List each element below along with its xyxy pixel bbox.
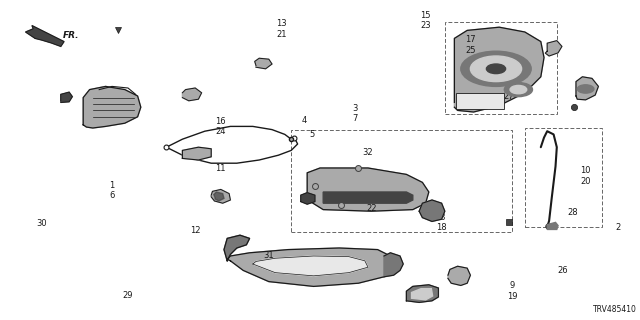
Text: 26: 26 [558, 266, 568, 275]
Text: 3
7: 3 7 [353, 104, 358, 123]
Text: TRV485410: TRV485410 [593, 305, 637, 314]
Polygon shape [454, 27, 544, 112]
Text: 32: 32 [363, 148, 373, 156]
Polygon shape [61, 92, 72, 102]
Text: 2: 2 [615, 223, 620, 232]
Polygon shape [406, 285, 438, 302]
Polygon shape [182, 147, 211, 160]
Polygon shape [227, 248, 394, 286]
Text: FR.: FR. [63, 31, 79, 40]
Polygon shape [83, 86, 141, 128]
Polygon shape [576, 77, 598, 100]
Bar [456, 93, 504, 109]
Polygon shape [547, 222, 558, 229]
Circle shape [510, 85, 527, 94]
Polygon shape [301, 193, 315, 204]
Text: 15
23: 15 23 [420, 11, 431, 30]
Text: 14
22: 14 22 [366, 194, 376, 213]
Circle shape [504, 83, 532, 97]
Circle shape [470, 56, 522, 82]
Text: 5: 5 [310, 130, 315, 139]
Polygon shape [412, 289, 433, 300]
Text: 17
25: 17 25 [465, 35, 476, 54]
Text: 4: 4 [301, 116, 307, 124]
Polygon shape [419, 200, 445, 221]
Text: 16
24: 16 24 [216, 117, 226, 136]
Polygon shape [182, 88, 202, 101]
Circle shape [461, 51, 531, 86]
Text: 9
19: 9 19 [507, 282, 517, 301]
Polygon shape [384, 253, 403, 277]
Polygon shape [545, 41, 562, 56]
Text: 11: 11 [216, 164, 226, 172]
Polygon shape [307, 168, 429, 211]
Polygon shape [224, 235, 250, 261]
Text: 10
20: 10 20 [580, 166, 591, 186]
Polygon shape [214, 192, 224, 201]
Polygon shape [26, 26, 64, 46]
Text: 30: 30 [36, 220, 47, 228]
Polygon shape [323, 192, 413, 203]
Circle shape [577, 85, 594, 93]
Text: 27: 27 [504, 92, 514, 100]
Polygon shape [255, 58, 272, 69]
Text: 12: 12 [190, 226, 200, 235]
Text: 8
18: 8 18 [436, 213, 447, 232]
Polygon shape [253, 256, 368, 276]
Polygon shape [448, 266, 470, 285]
Text: 1
6: 1 6 [109, 181, 115, 200]
Text: 29: 29 [123, 292, 133, 300]
Text: 13
21: 13 21 [276, 19, 287, 38]
Polygon shape [211, 189, 230, 203]
Circle shape [486, 64, 506, 74]
Text: 31: 31 [264, 252, 274, 260]
Text: 28: 28 [568, 208, 578, 217]
